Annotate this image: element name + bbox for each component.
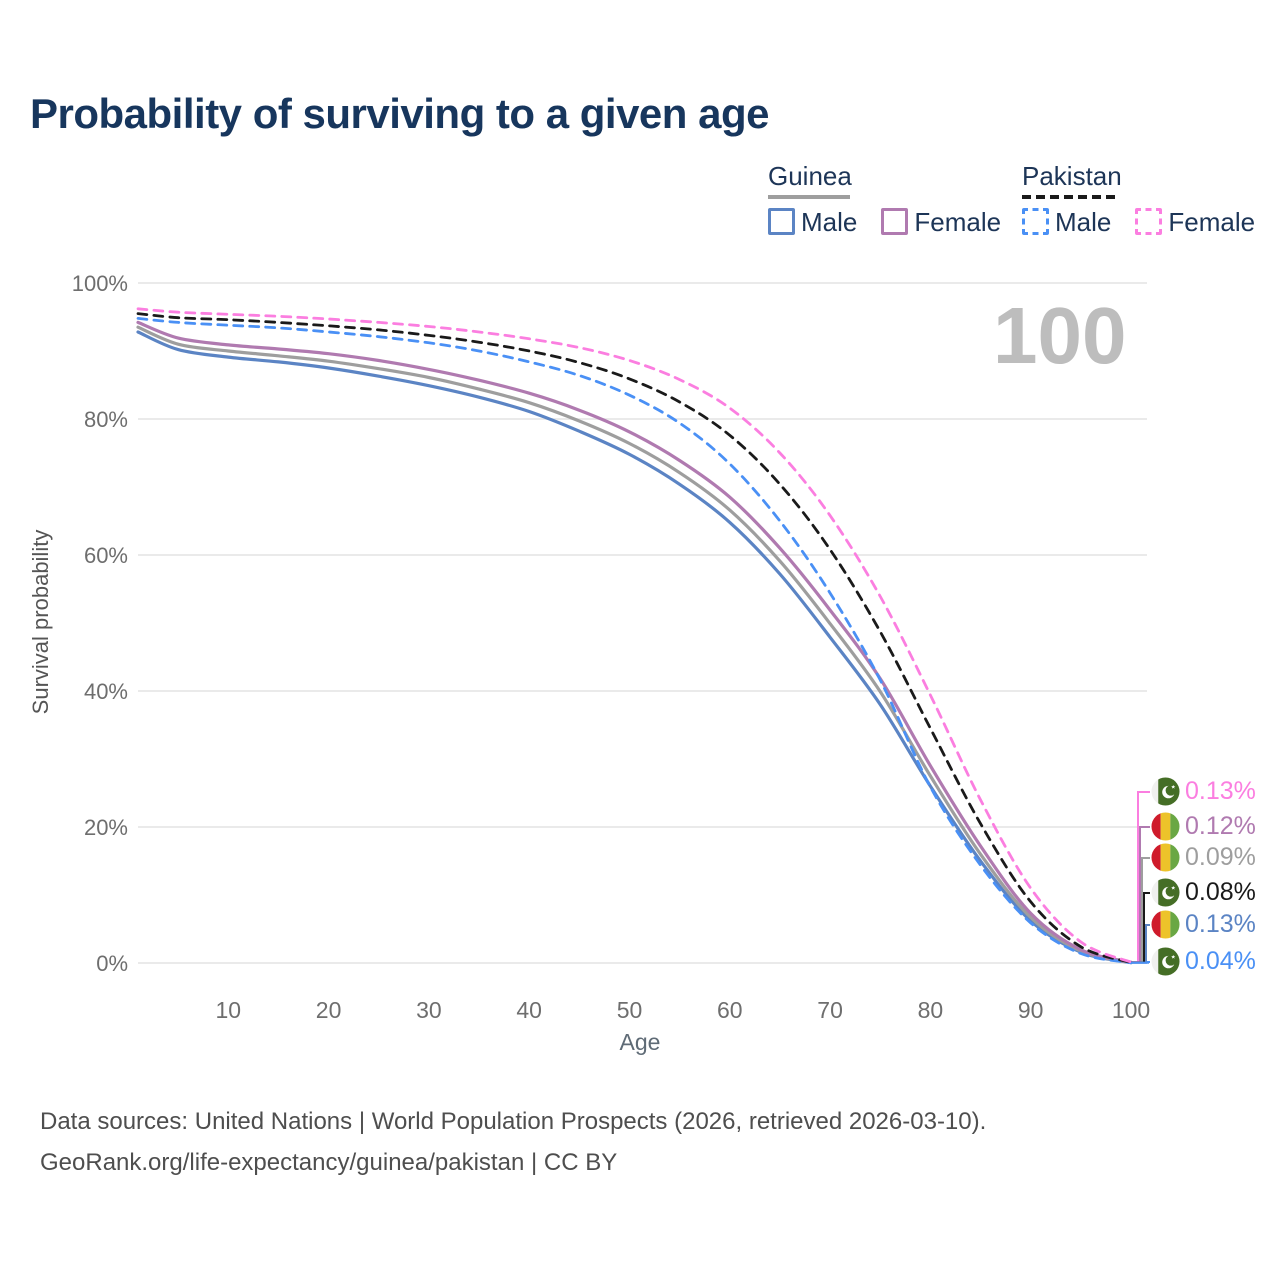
connector-guinea-female bbox=[1131, 826, 1150, 964]
connector-pakistan-male bbox=[1131, 961, 1150, 964]
attribution-line: GeoRank.org/life-expectancy/guinea/pakis… bbox=[40, 1148, 618, 1176]
legend-item-pakistan-female[interactable]: Female bbox=[1135, 208, 1255, 235]
end-label-value: 0.04% bbox=[1185, 947, 1256, 975]
legend-item-guinea-male[interactable]: Male bbox=[768, 208, 857, 235]
end-label-pakistan-male: 0.04% bbox=[1151, 947, 1256, 976]
x-tick-label: 10 bbox=[216, 997, 242, 1023]
pakistan-male-swatch-icon bbox=[1022, 208, 1049, 235]
pakistan-line-style-sample bbox=[1022, 195, 1118, 199]
end-label-guinea-female: 0.12% bbox=[1151, 812, 1256, 841]
x-tick-label: 60 bbox=[717, 997, 743, 1023]
x-tick-label: 40 bbox=[516, 997, 542, 1023]
end-label-guinea: 0.09% bbox=[1151, 843, 1256, 872]
end-label-value: 0.09% bbox=[1185, 843, 1256, 871]
x-tick-label: 30 bbox=[416, 997, 442, 1023]
guinea-flag-icon bbox=[1151, 812, 1180, 841]
y-tick-label: 0% bbox=[96, 951, 128, 976]
x-tick-label: 100 bbox=[1112, 997, 1150, 1023]
footer: Data sources: United Nations | World Pop… bbox=[40, 1102, 986, 1184]
pakistan-flag-icon bbox=[1151, 777, 1180, 806]
pakistan-flag-icon bbox=[1151, 878, 1180, 907]
end-label-value: 0.13% bbox=[1185, 910, 1256, 938]
x-tick-label: 20 bbox=[316, 997, 342, 1023]
data-sources-line: Data sources: United Nations | World Pop… bbox=[40, 1108, 987, 1135]
y-tick-label: 40% bbox=[84, 679, 128, 704]
age-counter-watermark: 100 bbox=[993, 291, 1127, 380]
end-label-connectors bbox=[1131, 791, 1150, 964]
y-tick-label: 20% bbox=[84, 815, 128, 840]
x-tick-label: 90 bbox=[1018, 997, 1044, 1023]
pakistan-flag-icon bbox=[1151, 947, 1180, 976]
curve-pakistan bbox=[136, 312, 1133, 964]
y-tick-label: 80% bbox=[84, 407, 128, 432]
y-tick-label: 100% bbox=[72, 271, 128, 296]
legend-item-label: Female bbox=[914, 206, 1002, 237]
x-tick-label: 50 bbox=[617, 997, 643, 1023]
end-label-pakistan-female: 0.13% bbox=[1151, 777, 1256, 806]
legend-group-title: Guinea bbox=[768, 161, 852, 191]
guinea-line-style-sample bbox=[768, 195, 850, 199]
legend-item-guinea-female[interactable]: Female bbox=[881, 208, 1001, 235]
guinea-flag-icon bbox=[1151, 843, 1180, 872]
legend-group-pakistan: Pakistan Male Female bbox=[1022, 163, 1255, 235]
curve-pakistan-male bbox=[136, 317, 1133, 965]
curve-guinea-male bbox=[136, 330, 1133, 965]
gridlines bbox=[138, 282, 1147, 964]
x-tick-label: 70 bbox=[817, 997, 843, 1023]
y-axis-title: Survival probability bbox=[28, 530, 53, 715]
end-label-guinea-male: 0.13% bbox=[1151, 910, 1256, 939]
x-tick-label: 80 bbox=[918, 997, 944, 1023]
axis-tick-labels: 0% 20% 40% 60% 80% 100% 10 20 30 40 50 60 70 80 90 100 bbox=[72, 271, 1150, 1023]
legend-group-title: Pakistan bbox=[1022, 161, 1122, 191]
end-label-value: 0.13% bbox=[1185, 777, 1256, 805]
page-title: Probability of surviving to a given age bbox=[30, 90, 769, 137]
end-label-value: 0.08% bbox=[1185, 878, 1256, 906]
guinea-male-swatch-icon bbox=[768, 208, 795, 235]
y-tick-label: 60% bbox=[84, 543, 128, 568]
end-label-pakistan: 0.08% bbox=[1151, 878, 1256, 907]
curve-pakistan-female bbox=[136, 307, 1133, 964]
legend-item-label: Male bbox=[1055, 206, 1112, 237]
survival-curves bbox=[136, 307, 1133, 965]
guinea-female-swatch-icon bbox=[881, 208, 909, 235]
x-axis-title: Age bbox=[620, 1029, 661, 1055]
curve-guinea bbox=[136, 325, 1133, 964]
curve-guinea-female bbox=[136, 320, 1133, 964]
legend-item-label: Female bbox=[1168, 206, 1256, 237]
legend-item-label: Male bbox=[801, 206, 858, 237]
pakistan-female-swatch-icon bbox=[1135, 208, 1163, 235]
guinea-flag-icon bbox=[1151, 910, 1180, 939]
legend-item-pakistan-male[interactable]: Male bbox=[1022, 208, 1111, 235]
end-label-value: 0.12% bbox=[1185, 812, 1256, 840]
legend-group-guinea: Guinea Male Female bbox=[768, 163, 1001, 235]
